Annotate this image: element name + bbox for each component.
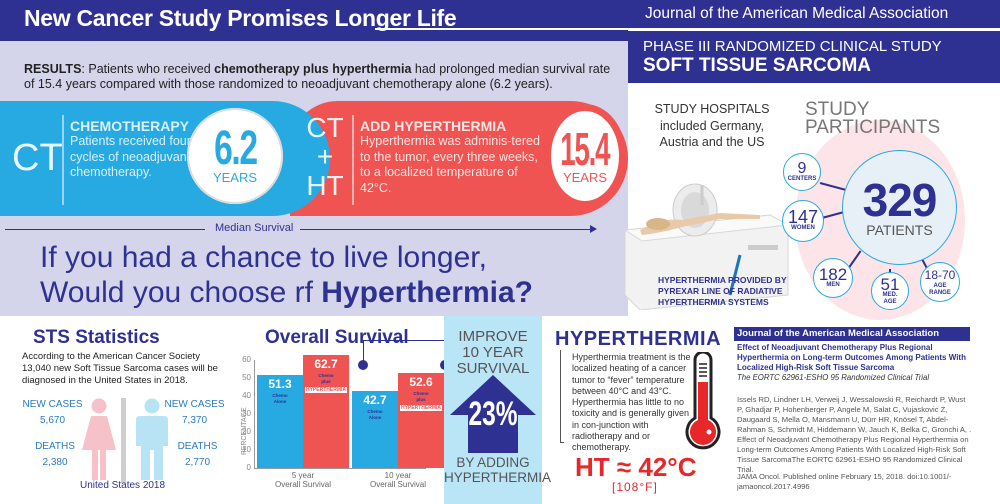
reference-journal-bar — [734, 327, 970, 341]
reference-authors: Issels RD, Lindner LH, Verweij J, Wessal… — [737, 395, 972, 474]
women-badge: 147 WOMEN — [782, 200, 824, 242]
study-subject: SOFT TISSUE SARCOMA — [643, 55, 872, 76]
study-type-box — [628, 31, 1000, 83]
main-title: New Cancer Study Promises Longer Life — [24, 5, 457, 31]
results-text: RESULTS: Patients who received chemother… — [24, 62, 611, 91]
total-patients-label: PATIENTS — [866, 221, 933, 238]
y-axis — [254, 360, 255, 469]
ct-heading: CHEMOTHERAPY — [70, 118, 190, 134]
journal-separator — [628, 28, 1000, 31]
women-new-cases: NEW CASES 5,670 — [22, 399, 83, 426]
title-band — [0, 0, 628, 41]
bar-10yr-chemo-alone: 42.7 Chemo Alone — [352, 391, 398, 468]
treatment-temperature-celsius: HT ≈ 42°C — [575, 452, 697, 482]
ct-abbr: CT — [12, 137, 63, 179]
ct-description: Patients received four cycles of neoadju… — [70, 134, 191, 179]
ct-divider — [62, 115, 64, 205]
sts-description: According to the American Cancer Society… — [22, 351, 218, 386]
participants-title: STUDY PARTICIPANTS — [805, 99, 941, 138]
age-range-badge: 18-70 AGE RANGE — [920, 262, 960, 302]
journal-name: Journal of the American Medical Associat… — [645, 5, 949, 22]
ct-survival-unit: YEARS — [212, 170, 258, 185]
median-survival-label: Median Survival — [215, 222, 294, 234]
total-patients-badge: 329 PATIENTS — [842, 150, 957, 265]
overall-survival-chart: PERCENTAGE 60 50 40 30 20 10 0 51.3 Chem… — [235, 340, 473, 500]
reference-journal: Journal of the American Medical Associat… — [737, 328, 940, 339]
centers-badge: 9 CENTERS — [783, 153, 821, 191]
x-label-5yr: 5 year Overall Survival — [274, 471, 331, 489]
median-axis-right — [300, 229, 592, 230]
hyperthermia-title: HYPERTHERMIA — [555, 328, 722, 350]
arrow-right-icon — [590, 225, 597, 233]
bar-5yr-chemo-hyperthermia: 62.7 Chemo plus HYPERTHERMIA — [303, 355, 349, 468]
sts-footer: United States 2018 — [80, 480, 166, 491]
question-headline: If you had a chance to live longer, Woul… — [40, 241, 533, 309]
callout-line-v — [363, 340, 364, 362]
callout-line-h — [363, 340, 473, 341]
ht-survival-value: 15.4 — [560, 123, 611, 175]
study-phase: PHASE III RANDOMIZED CLINICAL STUDY — [643, 38, 942, 55]
study-hospitals: STUDY HOSPITALS included Germany, Austri… — [654, 102, 770, 149]
hyperthermia-device-image — [623, 183, 790, 310]
women-deaths: DEATHS 2,380 — [35, 441, 75, 468]
reference-subtitle: The EORTC 62961-ESHO 95 Randomized Clini… — [737, 373, 930, 382]
gender-divider — [121, 398, 126, 483]
bar-5yr-chemo-alone: 51.3 Chemo Alone — [257, 375, 303, 468]
median-axis-left — [5, 229, 205, 230]
ht-heading: ADD HYPERTHERMIA — [360, 118, 507, 134]
ht-survival-unit: YEARS — [562, 170, 608, 185]
callout-dot — [358, 360, 368, 370]
ht-divider — [352, 115, 354, 205]
men-badge: 182 MEN — [813, 258, 853, 298]
ct-survival-value: 6.2 — [213, 122, 258, 175]
hyperthermia-description: Hyperthermia treatment is the localized … — [572, 352, 691, 453]
device-caption: HYPERTHERMIA PROVIDED BY PYREXAR LINE OF… — [658, 275, 787, 307]
hyperthermia-bracket — [560, 350, 564, 443]
reference-citation: JAMA Oncol. Published online February 15… — [737, 472, 952, 491]
x-label-10yr: 10 year Overall Survival — [369, 471, 426, 489]
men-new-cases: NEW CASES 7,370 — [164, 399, 225, 426]
improve-heading: IMPROVE 10 YEAR SURVIVAL — [456, 328, 530, 377]
x-axis — [254, 468, 426, 469]
journal-band — [628, 0, 1000, 28]
ht-description: Hyperthermia was adminis-tered to the tu… — [360, 134, 540, 195]
sts-title: STS Statistics — [33, 327, 160, 348]
plot-area: 51.3 Chemo Alone 62.7 Chemo plus HYPERTHER… — [257, 340, 473, 468]
overall-survival-title: Overall Survival — [265, 327, 409, 348]
ht-survival-badge: 15.4 YEARS — [544, 104, 626, 208]
improve-footer: BY ADDING HYPERTHERMIA — [444, 455, 552, 485]
men-deaths: DEATHS 2,770 — [177, 441, 218, 468]
improvement-percent: 23% — [468, 395, 518, 433]
median-age-badge: 51 MED. AGE — [871, 272, 909, 310]
man-icon — [136, 398, 168, 480]
arrow-up-icon — [450, 375, 536, 453]
treatment-temperature-fahrenheit: [108°F] — [612, 480, 658, 494]
ct-survival-badge: 6.2 YEARS — [187, 108, 283, 204]
title-rule — [375, 28, 628, 30]
reference-title: Effect of Neoadjuvant Chemotherapy Plus … — [737, 343, 966, 372]
total-patients-value: 329 — [862, 173, 938, 226]
woman-icon — [82, 398, 116, 480]
ct-ht-abbr: CT + HT — [306, 112, 344, 201]
thermometer-icon — [685, 352, 721, 450]
bar-10yr-chemo-hyperthermia: 52.6 Chemo plus HYPERTHERMIA — [398, 373, 444, 468]
